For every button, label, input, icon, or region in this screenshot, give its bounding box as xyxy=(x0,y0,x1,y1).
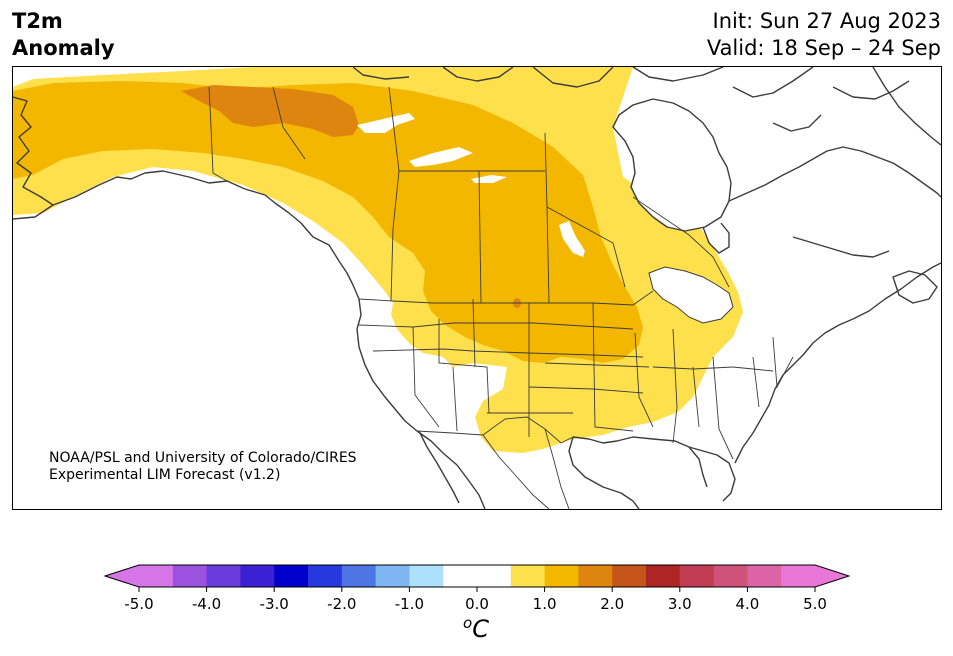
colorbar-bin xyxy=(308,565,343,587)
colorbar-bin xyxy=(139,565,174,587)
unit-letter: C xyxy=(472,615,489,643)
init-date: Init: Sun 27 Aug 2023 xyxy=(712,9,941,33)
great-lakes xyxy=(648,266,734,324)
credit-line-1: NOAA/PSL and University of Colorado/CIRE… xyxy=(49,450,357,466)
colorbar-bin xyxy=(240,565,275,587)
colorbar-tick-label: -5.0 xyxy=(124,595,153,613)
colorbar-bin xyxy=(274,565,309,587)
colorbar-bin xyxy=(443,565,512,587)
colorbar-bin xyxy=(713,565,748,587)
colorbar-bin xyxy=(646,565,681,587)
colorbar-tick-label: 5.0 xyxy=(803,595,827,613)
colorbar-tick-label: -2.0 xyxy=(327,595,356,613)
colorbar-tick-label: 3.0 xyxy=(668,595,692,613)
colorbar-tick-label: 2.0 xyxy=(600,595,624,613)
title-variable: T2m xyxy=(12,9,63,33)
colorbar-bin xyxy=(172,565,208,587)
anomaly-region-high xyxy=(181,85,359,137)
anomaly-region-mid xyxy=(13,81,643,363)
colorbar: -5.0 -4.0 -3.0 -2.0 -1.0 0.0 1.0 2.0 3.0 4.0 5.0 xyxy=(103,564,851,613)
colorbar-bin xyxy=(544,565,579,587)
lake-winnipeg xyxy=(559,221,585,257)
colorbar-bin xyxy=(375,565,410,587)
colorbar-bin xyxy=(341,565,377,587)
great-bear-lake xyxy=(357,113,415,133)
colorbar-extend-high xyxy=(815,565,849,587)
coastlines xyxy=(13,67,941,509)
colorbar-bin xyxy=(206,565,241,587)
anomaly-map xyxy=(12,66,942,510)
political-borders xyxy=(208,86,794,509)
colorbar-bin xyxy=(510,565,546,587)
credit-line-2: Experimental LIM Forecast (v1.2) xyxy=(49,467,281,483)
colorbar-tick-label: 1.0 xyxy=(533,595,557,613)
forecast-dates: Init: Sun 27 Aug 2023 Valid: 18 Sep – 24… xyxy=(707,8,941,62)
colorbar-tick-label: -1.0 xyxy=(395,595,424,613)
valid-range: Valid: 18 Sep – 24 Sep xyxy=(706,36,941,60)
colorbar-tick-label: 4.0 xyxy=(735,595,759,613)
unit-degree-mark: o xyxy=(463,614,473,632)
colorbar-tick-label: -3.0 xyxy=(260,595,289,613)
forecast-credit: NOAA/PSL and University of Colorado/CIRE… xyxy=(49,450,357,484)
great-slave-lake xyxy=(409,147,473,167)
colorbar-bin xyxy=(747,565,782,587)
lake-athabasca xyxy=(471,175,507,183)
colorbar-extend-low xyxy=(105,565,139,587)
colorbar-bin xyxy=(679,565,715,587)
colorbar-tick-label: -4.0 xyxy=(192,595,221,613)
colorbar-bin xyxy=(578,565,613,587)
title-field: Anomaly xyxy=(12,36,115,60)
colorbar-bin xyxy=(612,565,647,587)
map-canvas xyxy=(13,67,941,509)
colorbar-bin xyxy=(409,565,444,587)
colorbar-tick-label: 0.0 xyxy=(465,595,489,613)
colorbar-bin xyxy=(781,565,816,587)
map-title: T2m Anomaly xyxy=(12,8,115,62)
